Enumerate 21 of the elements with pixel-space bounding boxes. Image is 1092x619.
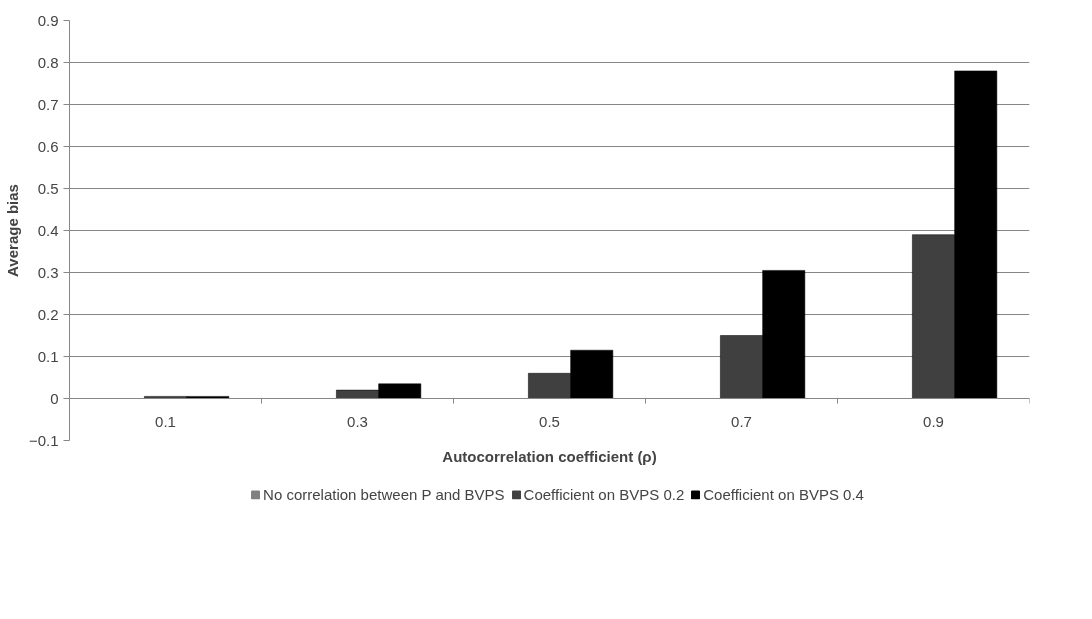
- y-tick-label: 0.1: [37, 347, 59, 365]
- y-tick-label: 0.9: [37, 11, 59, 29]
- legend-label: Coefficient on BVPS 0.2: [523, 485, 685, 503]
- y-tick-label: 0.3: [37, 263, 59, 281]
- x-tick-label: 0.7: [731, 412, 752, 430]
- y-tick-label: 0.5: [37, 179, 59, 197]
- x-tick-label: 0.3: [347, 412, 368, 430]
- legend-label: No correlation between P and BVPS: [263, 485, 505, 503]
- y-tick-label: 0.6: [37, 137, 59, 155]
- y-tick-label: 0.4: [37, 221, 59, 239]
- x-tick-label: 0.5: [539, 412, 560, 430]
- x-tick-label: 0.9: [923, 412, 944, 430]
- legend-label: Coefficient on BVPS 0.4: [703, 485, 864, 503]
- y-tick-label: 0.2: [37, 305, 59, 323]
- y-axis-title: Average bias: [3, 184, 21, 277]
- y-tick-label: 0.8: [37, 53, 59, 71]
- x-axis-title: Autocorrelation coefficient (ρ): [442, 447, 657, 465]
- y-tick-label: 0: [50, 389, 59, 407]
- x-tick-label: 0.1: [155, 412, 176, 430]
- y-tick-label: −0.1: [28, 431, 59, 449]
- y-tick-label: 0.7: [37, 95, 59, 113]
